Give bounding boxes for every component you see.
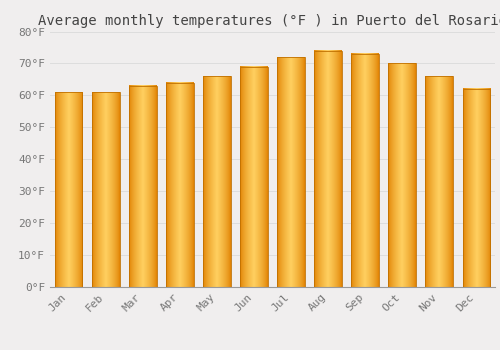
Bar bbox=[129, 86, 156, 287]
Bar bbox=[462, 89, 490, 287]
Bar bbox=[314, 51, 342, 287]
Bar bbox=[426, 76, 454, 287]
Bar bbox=[352, 54, 379, 287]
Bar bbox=[388, 63, 416, 287]
Bar bbox=[166, 83, 194, 287]
Bar bbox=[277, 57, 305, 287]
Bar bbox=[92, 92, 120, 287]
Bar bbox=[203, 76, 231, 287]
Bar bbox=[240, 66, 268, 287]
Title: Average monthly temperatures (°F ) in Puerto del Rosario: Average monthly temperatures (°F ) in Pu… bbox=[38, 14, 500, 28]
Bar bbox=[54, 92, 82, 287]
